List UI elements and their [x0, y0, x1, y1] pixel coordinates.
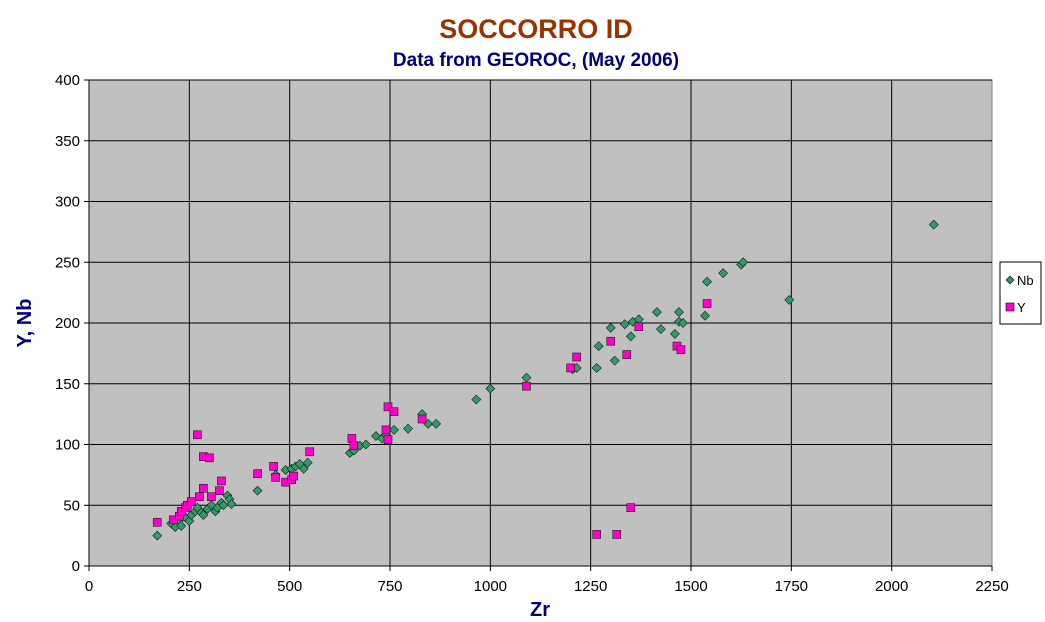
legend-box: [999, 261, 1042, 325]
y-tick-label: 150: [55, 376, 80, 393]
x-tick-label: 1750: [775, 578, 808, 595]
y-point: [305, 447, 315, 457]
nb-point: [605, 322, 616, 333]
x-tick-label: 1500: [674, 578, 707, 595]
nb-point: [702, 276, 712, 287]
y-tick-label: 350: [55, 133, 80, 150]
x-tick-label: 0: [85, 578, 93, 595]
y-tick-label: 250: [55, 254, 80, 271]
nb-point: [471, 394, 482, 405]
nb-point: [218, 500, 229, 511]
nb-point: [928, 219, 939, 230]
y-point: [702, 299, 712, 308]
gridlines: [89, 79, 992, 566]
x-tick-label: 500: [277, 578, 302, 595]
nb-point: [403, 423, 413, 434]
data-points: [152, 219, 939, 541]
y-point: [215, 486, 224, 495]
x-tick-label: 1000: [474, 578, 507, 595]
y-tick-label: 300: [55, 194, 80, 211]
nb-point: [718, 268, 729, 279]
y-point: [347, 434, 357, 443]
nb-point: [252, 485, 263, 496]
y-point: [381, 425, 391, 435]
nb-point: [651, 307, 662, 317]
y-point: [152, 517, 162, 527]
nb-point: [655, 324, 666, 334]
y-point: [269, 462, 278, 471]
y-point: [592, 530, 601, 539]
nb-point: [298, 463, 309, 474]
nb-point: [738, 257, 749, 268]
legend-y-marker: [1005, 302, 1015, 312]
y-point: [217, 476, 226, 486]
y-point: [199, 483, 208, 493]
nb-point: [591, 363, 602, 373]
y-point: [193, 430, 202, 440]
nb-point: [619, 319, 630, 330]
y-point: [566, 363, 575, 373]
nb-point: [176, 520, 187, 531]
nb-point: [431, 418, 442, 429]
nb-point: [226, 499, 237, 509]
y-point: [676, 345, 686, 355]
y-point: [606, 336, 616, 346]
nb-point: [700, 310, 710, 321]
legend-nb-label: Nb: [1017, 273, 1034, 288]
nb-point: [593, 341, 604, 352]
nb-point: [784, 294, 795, 305]
x-tick-label: 750: [377, 578, 402, 595]
nb-point: [674, 307, 684, 317]
y-point: [383, 402, 393, 412]
chart-subtitle: Data from GEOROC, (May 2006): [393, 50, 679, 71]
x-axis-ticks: 0 250 500 750 1000 1250 1500 1750 2000 2250: [85, 566, 1009, 595]
y-point: [389, 407, 399, 416]
y-tick-label: 0: [72, 558, 80, 575]
y-point: [417, 414, 427, 424]
y-point: [634, 322, 644, 331]
y-tick-label: 400: [55, 72, 80, 89]
y-point: [622, 350, 632, 359]
y-point: [383, 435, 393, 444]
y-point: [187, 497, 196, 506]
legend-nb-marker: [1005, 275, 1015, 285]
y-tick-label: 100: [55, 437, 80, 454]
chart-title: SOCCORRO ID: [439, 14, 633, 44]
y-tick-label: 50: [63, 497, 80, 514]
y-point: [349, 441, 359, 451]
y-point: [612, 530, 622, 539]
nb-point: [678, 318, 688, 328]
y-axis-ticks: 0 50 100 150 200 250 300 350 400: [55, 72, 89, 575]
nb-point: [625, 331, 636, 342]
x-tick-label: 2000: [875, 578, 908, 595]
nb-point: [670, 329, 680, 339]
x-tick-label: 250: [177, 578, 202, 595]
y-point: [205, 453, 214, 463]
y-axis-label: Y, Nb: [14, 299, 36, 348]
y-point: [195, 492, 204, 502]
y-point: [253, 469, 262, 478]
x-tick-label: 2250: [975, 578, 1008, 595]
nb-point: [360, 439, 371, 450]
legend: Nb Y: [999, 261, 1042, 325]
nb-point: [389, 424, 399, 435]
legend-y-label: Y: [1017, 300, 1026, 315]
y-point: [572, 352, 581, 362]
x-axis-label: Zr: [530, 599, 550, 621]
y-point: [289, 471, 298, 481]
nb-point: [302, 457, 313, 468]
y-point: [626, 503, 636, 512]
y-point: [522, 381, 531, 391]
nb-point: [198, 510, 209, 520]
nb-point: [152, 530, 163, 541]
nb-point: [609, 355, 620, 366]
y-tick-label: 200: [55, 315, 80, 332]
y-point: [207, 492, 216, 502]
x-tick-label: 1250: [574, 578, 607, 595]
y-point: [271, 473, 280, 482]
nb-point: [485, 383, 496, 394]
